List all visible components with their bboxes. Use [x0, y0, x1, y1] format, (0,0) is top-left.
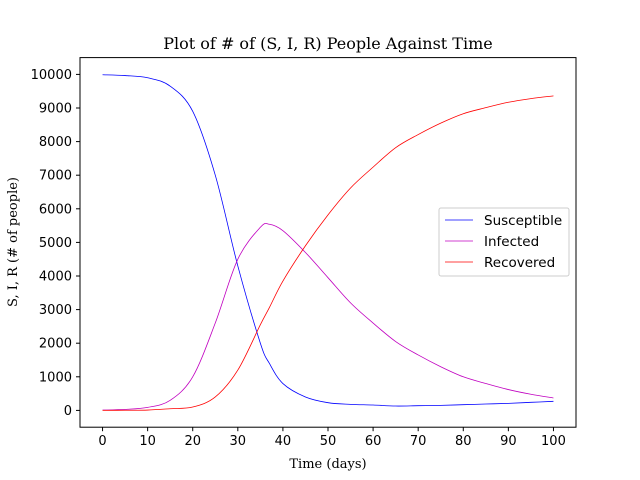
x-tick-label: 70	[410, 434, 427, 449]
y-tick-label: 10000	[31, 68, 72, 83]
y-tick-label: 6000	[39, 202, 72, 217]
x-axis-label: Time (days)	[289, 457, 366, 472]
x-tick-label: 90	[500, 434, 517, 449]
y-tick-label: 0	[64, 404, 72, 419]
x-tick-label: 20	[184, 434, 201, 449]
x-tick-label: 50	[320, 434, 337, 449]
x-tick-label: 80	[455, 434, 472, 449]
y-tick-label: 9000	[39, 102, 72, 117]
x-tick-label: 10	[139, 434, 156, 449]
chart-title: Plot of # of (S, I, R) People Against Ti…	[163, 34, 492, 53]
legend-label-recovered: Recovered	[484, 255, 555, 271]
y-axis-label: S, I, R (# of people)	[6, 177, 21, 307]
legend-box	[438, 207, 570, 277]
x-tick-label: 0	[98, 434, 106, 449]
series-line-recovered	[102, 95, 554, 411]
x-tick-label: 100	[541, 434, 566, 449]
legend: Susceptible Infected Recovered	[438, 207, 570, 277]
y-axis-ticks: 0 1000 2000 3000 4000 5000 6000 7000 8000 9000 100…	[31, 68, 80, 419]
x-tick-label: 30	[230, 434, 247, 449]
y-tick-label: 7000	[39, 169, 72, 184]
y-tick-label: 2000	[39, 337, 72, 352]
legend-label-susceptible: Susceptible	[484, 213, 562, 229]
series-line-infected	[102, 222, 554, 411]
y-tick-label: 3000	[39, 303, 72, 318]
x-tick-label: 60	[365, 434, 382, 449]
y-tick-label: 5000	[39, 236, 72, 251]
series-lines	[102, 74, 554, 411]
y-tick-label: 1000	[39, 370, 72, 385]
y-tick-label: 8000	[39, 135, 72, 150]
x-tick-label: 40	[275, 434, 292, 449]
legend-label-infected: Infected	[484, 234, 539, 250]
y-tick-label: 4000	[39, 270, 72, 285]
series-line-susceptible	[102, 74, 554, 407]
x-axis-ticks: 0 10 20 30 40 50 60 70 80 90 100	[98, 427, 566, 449]
